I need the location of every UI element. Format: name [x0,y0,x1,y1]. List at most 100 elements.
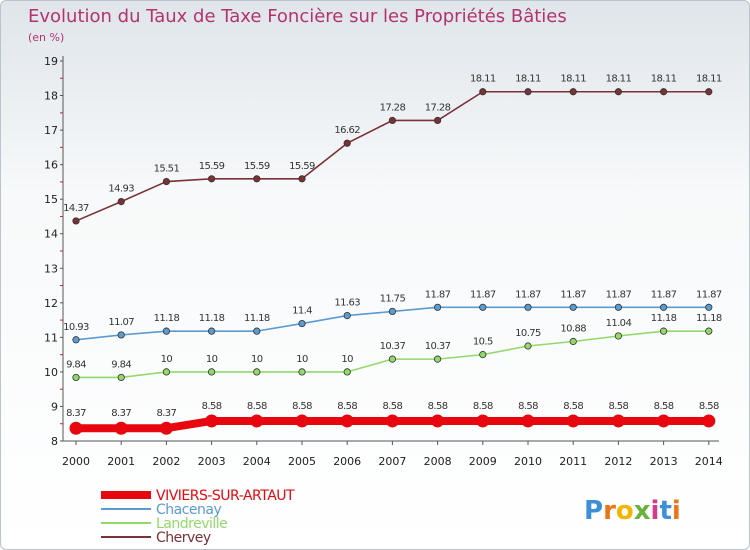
data-label: 8.58 [337,401,357,412]
legend-label: Landreville [156,516,227,532]
data-label: 15.51 [154,164,180,175]
data-point [479,88,487,96]
data-label: 15.59 [199,161,225,172]
data-point [253,368,261,376]
data-label: 18.11 [560,74,586,85]
data-point [162,177,170,186]
y-tick-label: 10 [44,366,58,379]
y-tick-label: 12 [44,297,58,310]
data-label: 8.58 [608,401,628,412]
logo-letter: i [672,496,681,526]
data-label: 11.18 [244,313,270,324]
data-point [340,414,354,428]
x-tick-label: 2009 [469,455,497,468]
x-tick-label: 2013 [650,455,678,468]
data-label: 10 [341,354,353,365]
data-point [114,421,128,435]
data-point [569,303,577,311]
data-label: 11.63 [334,298,360,309]
data-point [614,332,623,340]
data-point [72,336,80,344]
data-point [431,414,445,428]
x-tick-label: 2001 [107,455,135,468]
proxiti-logo-text: Proxiti [584,496,681,526]
logo-letter: P [584,496,603,526]
data-point [253,175,261,183]
x-tick-label: 2006 [333,455,361,468]
data-label: 11.75 [380,293,406,304]
x-tick-label: 2011 [559,455,587,468]
data-label: 10.75 [515,328,541,339]
data-label: 8.37 [111,408,131,419]
data-point [72,217,80,225]
data-label: 10.37 [380,341,406,352]
data-point [72,373,80,382]
data-point [298,319,306,328]
chart-subtitle: (en %) [28,31,64,44]
y-tick-label: 11 [44,331,58,344]
data-label: 11.07 [108,317,134,328]
logo-letter: o [616,496,634,526]
x-tick-label: 2002 [152,455,180,468]
data-label: 10.5 [473,337,493,348]
data-label: 11.04 [606,318,632,329]
data-label: 8.58 [699,401,719,412]
y-tick-label: 18 [44,90,58,103]
data-label: 8.58 [247,401,267,412]
data-point [705,327,713,335]
y-tick-label: 13 [44,262,58,275]
axes: 8 9 10 11 12 13 14 15 16 17 18 19 2000 2001 2002 2003 20… [44,55,723,468]
data-label: 11.87 [515,289,541,300]
data-label: 15.59 [289,161,315,172]
data-point [524,303,532,311]
data-point [614,303,623,311]
series-lines [72,90,713,433]
data-point [659,303,668,311]
x-tick-label: 2010 [514,455,542,468]
y-tick-label: 16 [44,159,58,172]
data-point [524,88,532,96]
data-point [479,303,487,311]
data-label: 8.58 [202,401,222,412]
logo-letter: r [603,496,616,526]
data-label: 16.62 [334,125,360,136]
data-point [298,368,306,376]
data-point [385,414,399,428]
logo-letter: x [634,496,651,526]
data-label: 18.11 [696,74,722,85]
data-label: 8.37 [66,408,86,419]
legend-label: VIVIERS-SUR-ARTAUT [156,488,295,504]
x-tick-label: 2008 [424,455,452,468]
y-tick-label: 8 [51,435,58,448]
data-point [343,368,351,376]
data-label: 11.18 [154,313,180,324]
data-label: 10.93 [63,322,89,333]
data-point [162,327,170,335]
data-point [117,198,125,206]
data-label: 11.87 [696,289,722,300]
data-label: 11.18 [651,313,677,324]
x-tick-label: 2005 [288,455,316,468]
data-label: 10.88 [560,324,586,335]
data-label: 11.87 [606,289,632,300]
x-tick-label: 2007 [378,455,406,468]
data-point [702,414,716,428]
data-label: 11.87 [651,289,677,300]
x-tick-label: 2012 [604,455,632,468]
data-point [388,355,396,363]
proxiti-logo: Proxiti [584,496,681,526]
data-label: 18.11 [606,74,632,85]
data-point [162,368,170,376]
legend-label: Chervey [156,530,211,546]
legend: VIVIERS-SUR-ARTAUTChacenayLandrevilleChe… [101,488,296,546]
data-point [295,414,309,428]
data-label: 8.58 [428,401,448,412]
y-tick-label: 9 [51,400,58,413]
legend-label: Chacenay [156,502,221,518]
data-point [657,414,671,428]
y-tick-label: 17 [44,124,58,137]
data-label: 10 [296,354,308,365]
data-label: 10 [206,354,218,365]
data-point [298,175,306,183]
data-point [343,139,351,147]
